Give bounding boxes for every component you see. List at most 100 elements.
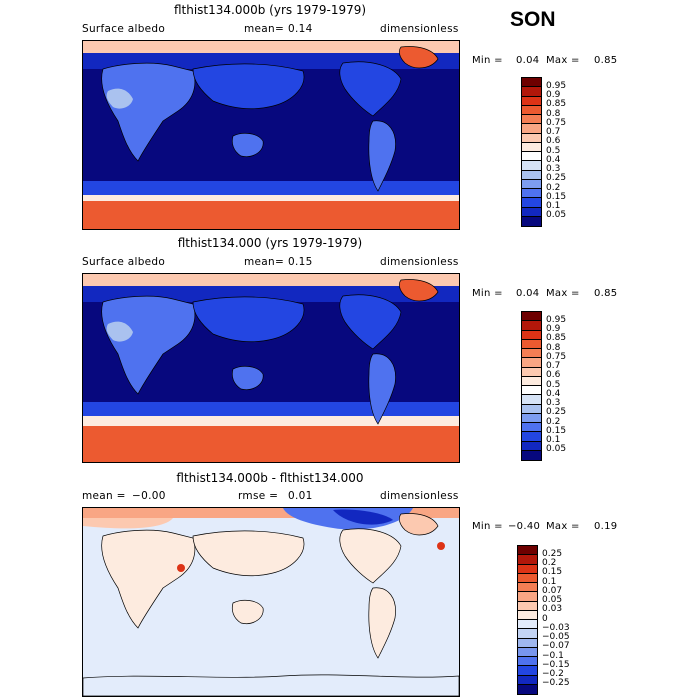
colorbar-tick-label: 0.03: [542, 604, 563, 615]
colorbar-box: [522, 152, 541, 162]
colorbar-box: [522, 96, 541, 106]
colorbar-box: [518, 592, 537, 602]
colorbar-tick-label: 0.05: [546, 210, 567, 221]
colorbar-box: [522, 142, 541, 152]
colorbar-tick-label: 0.05: [546, 444, 567, 455]
colorbar-box: [522, 312, 541, 322]
land-south-america: [368, 120, 396, 192]
colorbar-box: [522, 376, 541, 386]
colorbar-tick-label: 0.4: [546, 388, 561, 399]
colorbar-box: [518, 620, 537, 630]
colorbar-tick-label: −0.25: [542, 678, 570, 689]
colorbar-tick-label: 0.25: [542, 548, 563, 559]
colorbar-tick-label: 0.15: [542, 567, 563, 578]
colorbar-tick-label: 0.75: [546, 117, 567, 128]
panel1-min-value: 0.04: [516, 55, 540, 66]
colorbar-box: [518, 666, 537, 676]
colorbar-box: [518, 564, 537, 574]
panel2-max-label: Max =: [546, 288, 580, 299]
panel2-map-svg: [83, 274, 459, 462]
positive-anomaly-spot: [177, 564, 185, 572]
land-sahara: [106, 88, 133, 109]
panel1-units: dimensionless: [380, 23, 459, 35]
colorbar-box: [522, 198, 541, 208]
panel2-min-label: Min =: [472, 288, 503, 299]
colorbar-tick-label: 0.9: [546, 90, 561, 100]
panel2-max-value: 0.85: [594, 288, 618, 299]
colorbar-tick-label: 0.6: [546, 136, 561, 147]
land-australia: [231, 132, 264, 157]
panel3-title: flthist134.000b - flthist134.000: [176, 471, 364, 485]
panel3-min-label: Min =: [472, 521, 503, 532]
colorbar-tick-label: 0.15: [546, 191, 567, 202]
panel3-mean-value: −0.00: [132, 490, 166, 502]
colorbar-box: [522, 404, 541, 414]
colorbar-tick-label: 0.1: [542, 576, 557, 587]
colorbar-box: [522, 216, 541, 226]
colorbar-box: [518, 573, 537, 583]
land-africa-europe: [101, 295, 196, 395]
colorbar-tick-label: 0.3: [546, 398, 561, 408]
panel3-map-svg: [83, 508, 459, 696]
colorbar-tick-label: −0.07: [542, 641, 570, 652]
colorbar-box: [522, 124, 541, 134]
panel1-mean-label: mean=: [244, 23, 285, 35]
southern-ocean-band: [83, 402, 459, 416]
colorbar-tick-label: 0.1: [546, 435, 561, 445]
colorbar-box: [522, 170, 541, 180]
colorbar-box: [522, 330, 541, 340]
panel1-map-svg: [83, 41, 459, 229]
colorbar-tick-label: 0.2: [542, 558, 557, 568]
panel3-max-label: Max =: [546, 521, 580, 532]
colorbar-tick-label: 0.7: [546, 127, 561, 137]
colorbar-box: [522, 367, 541, 377]
colorbar-box: [518, 555, 537, 565]
colorbar-box: [518, 610, 537, 620]
colorbar-box: [522, 133, 541, 143]
land-greenland: [399, 279, 439, 302]
land-asia: [192, 296, 305, 343]
sea-ice-edge: [83, 416, 459, 426]
colorbar-box: [518, 657, 537, 667]
colorbar-box: [518, 675, 537, 685]
sea-ice-edge: [83, 195, 459, 201]
panel3-max-value: 0.19: [594, 521, 618, 532]
panel3-mean-label: mean =: [82, 490, 126, 502]
colorbar-box: [522, 115, 541, 125]
panel2-units: dimensionless: [380, 256, 459, 268]
land-north-america: [339, 528, 402, 584]
arctic-band: [83, 41, 459, 53]
land-north-america: [339, 61, 402, 117]
panel1-title: flthist134.000b (yrs 1979-1979): [173, 3, 367, 17]
panel2-min-value: 0.04: [516, 288, 540, 299]
antarctica-fill: [83, 426, 459, 462]
colorbar-tick-label: 0.6: [546, 370, 561, 381]
colorbar-tick-label: 0.3: [546, 164, 561, 174]
panel2-mean-label: mean=: [244, 256, 285, 268]
colorbar-box: [522, 78, 541, 88]
colorbar-tick-label: 0.25: [546, 407, 567, 418]
panel3-colorbar: [517, 545, 538, 695]
colorbar-tick-label: 0.4: [546, 154, 561, 165]
panel3-units: dimensionless: [380, 490, 459, 502]
land-greenland: [399, 46, 439, 69]
colorbar-box: [518, 546, 537, 556]
colorbar-tick-label: 0.15: [546, 425, 567, 436]
colorbar-tick-label: 0.2: [546, 416, 561, 427]
land-africa-europe: [101, 62, 196, 162]
colorbar-tick-label: 0.5: [546, 145, 561, 156]
land-greenland: [399, 513, 439, 536]
colorbar-tick-label: 0.07: [542, 585, 563, 596]
land-north-america: [339, 294, 402, 350]
colorbar-box: [522, 349, 541, 359]
colorbar-box: [522, 441, 541, 451]
colorbar-tick-label: 0.95: [546, 80, 567, 91]
land-sahara: [106, 321, 133, 342]
land-africa-europe: [101, 529, 196, 629]
panel2-map: [82, 273, 460, 463]
land-south-america: [368, 353, 396, 425]
panel3-map: [82, 507, 460, 697]
colorbar-tick-label: −0.2: [542, 669, 564, 679]
southern-ocean-band: [83, 181, 459, 195]
colorbar-box: [518, 583, 537, 593]
